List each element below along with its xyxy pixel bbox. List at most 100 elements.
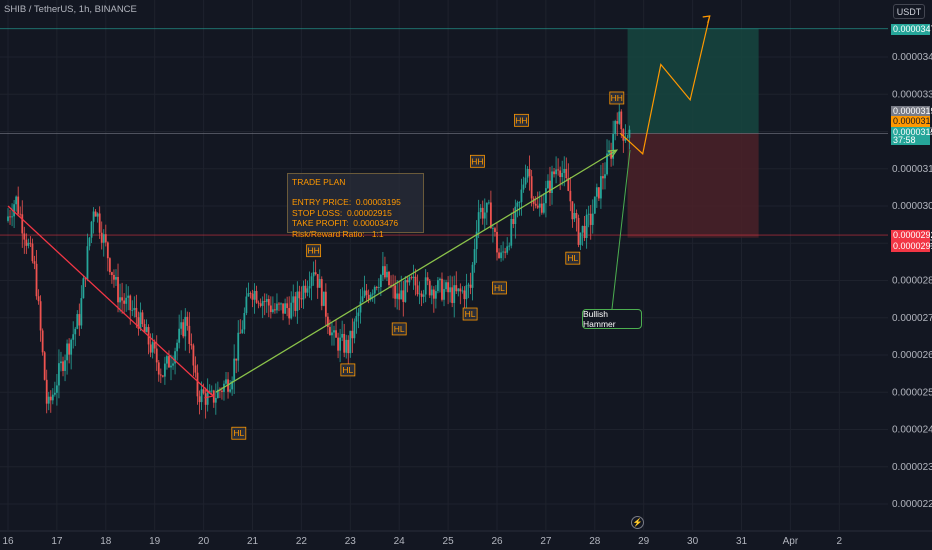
candle-body bbox=[506, 246, 509, 253]
candle-body bbox=[161, 375, 164, 377]
lightning-icon[interactable]: ⚡ bbox=[631, 516, 644, 529]
candle-body bbox=[241, 329, 244, 333]
chart-title: SHIB / TetherUS, 1h, BINANCE bbox=[4, 4, 137, 15]
candle-body bbox=[90, 221, 93, 238]
candle-body bbox=[237, 332, 240, 361]
candle-body bbox=[200, 389, 203, 403]
candle-body bbox=[119, 297, 121, 303]
candle-body bbox=[514, 206, 517, 225]
candle-body bbox=[72, 334, 75, 340]
pivot-tag: HL bbox=[565, 251, 581, 265]
time-axis[interactable]: 16 17 18 19 20 21 22 23 24 25 26 27 28 29 30 31 Apr 2 bbox=[0, 530, 932, 547]
candle-body bbox=[121, 297, 123, 301]
candle-body bbox=[398, 293, 401, 300]
pivot-tag: HL bbox=[231, 426, 247, 440]
pivot-tag-label: HL bbox=[567, 253, 578, 263]
x-tick-label: 22 bbox=[296, 536, 308, 547]
candle-body bbox=[373, 286, 376, 294]
candle-body bbox=[259, 303, 262, 306]
projection-arrow-head bbox=[702, 15, 711, 24]
candle-body bbox=[459, 288, 462, 292]
candle-body bbox=[82, 278, 85, 299]
price-badge: 0.00003476 bbox=[891, 24, 932, 35]
y-tick-label: 0.00003300 bbox=[892, 89, 932, 100]
candle-body bbox=[153, 342, 156, 349]
candle-body bbox=[498, 252, 500, 259]
candle-body bbox=[418, 293, 421, 295]
candle-body bbox=[481, 207, 484, 219]
pivot-tag-label: HH bbox=[611, 93, 623, 103]
candle-body bbox=[186, 316, 189, 326]
candle-body bbox=[47, 396, 50, 404]
price-axis[interactable]: 0.00002200 0.00002300 0.00002400 0.00002500… bbox=[888, 0, 932, 550]
pivot-tag: HH bbox=[514, 113, 529, 127]
candle-body bbox=[439, 278, 441, 281]
candle-body bbox=[92, 211, 95, 222]
candle-body bbox=[306, 288, 309, 293]
candle-body bbox=[526, 168, 529, 178]
candle-body bbox=[496, 231, 498, 253]
candle-body bbox=[628, 129, 631, 138]
chart-grid bbox=[0, 0, 888, 530]
candle-body bbox=[522, 184, 525, 190]
candle-body bbox=[288, 308, 291, 319]
candle-body bbox=[487, 202, 490, 204]
candle-body bbox=[51, 394, 54, 401]
candle-body bbox=[351, 330, 354, 339]
candle-body bbox=[583, 225, 586, 238]
trade-plan-target: TAKE PROFIT: 0.00003476 bbox=[292, 218, 399, 229]
x-tick-label: 18 bbox=[100, 536, 112, 547]
currency-button[interactable]: USDT bbox=[893, 4, 925, 19]
x-tick-label: Apr bbox=[783, 536, 799, 547]
candle-body bbox=[166, 356, 168, 364]
candle-body bbox=[396, 293, 399, 299]
candle-body bbox=[190, 343, 193, 346]
candle-body bbox=[367, 294, 370, 300]
candle-body bbox=[369, 294, 372, 300]
candle-body bbox=[443, 289, 445, 300]
candle-body bbox=[604, 174, 606, 179]
candle-body bbox=[331, 332, 333, 336]
projection-path bbox=[619, 15, 711, 156]
candle-body bbox=[108, 258, 111, 273]
candle-body bbox=[184, 316, 187, 337]
candle-body bbox=[25, 239, 28, 246]
x-tick-label: 24 bbox=[394, 536, 406, 547]
candle-body bbox=[271, 309, 274, 313]
candle-body bbox=[388, 271, 390, 286]
candle-body bbox=[614, 121, 617, 135]
x-tick-label: 31 bbox=[736, 536, 748, 547]
pivot-tag: HL bbox=[492, 281, 507, 295]
candle-body bbox=[563, 168, 566, 173]
candle-body bbox=[485, 202, 488, 213]
candle-body bbox=[11, 216, 13, 218]
candle-body bbox=[600, 176, 602, 199]
candle-body bbox=[23, 233, 26, 240]
candle-body bbox=[221, 390, 223, 392]
candle-body bbox=[447, 282, 449, 293]
candle-body bbox=[410, 277, 413, 279]
y-tick-label: 0.00003100 bbox=[892, 164, 932, 175]
candle-body bbox=[206, 392, 209, 405]
candle-body bbox=[198, 396, 201, 403]
candle-body bbox=[60, 361, 62, 364]
candle-body bbox=[494, 228, 496, 232]
candle-body bbox=[145, 327, 148, 333]
candle-body bbox=[269, 305, 272, 313]
candle-body bbox=[557, 169, 560, 171]
candle-body bbox=[587, 213, 590, 215]
candle-body bbox=[280, 303, 282, 305]
candle-body bbox=[155, 348, 158, 363]
pivot-tag-label: HL bbox=[342, 365, 353, 375]
pivot-tag-box bbox=[231, 426, 247, 440]
candle-body bbox=[357, 312, 360, 317]
candle-body bbox=[163, 363, 166, 377]
pivot-tag-box bbox=[609, 91, 625, 105]
pivot-tag-label: HL bbox=[394, 324, 405, 334]
candle-body bbox=[622, 129, 625, 141]
candle-body bbox=[365, 290, 368, 295]
candle-body bbox=[314, 272, 317, 275]
price-badge: 0.00003195 bbox=[891, 116, 932, 127]
candle-body bbox=[377, 286, 380, 288]
